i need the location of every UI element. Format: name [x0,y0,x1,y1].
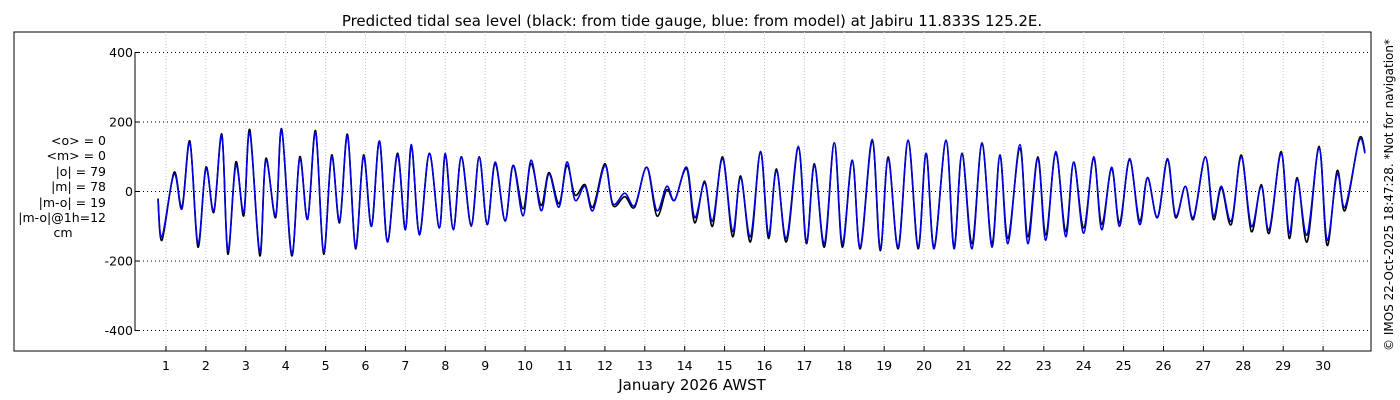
x-tick-label: 14 [677,358,693,373]
x-tick-label: 11 [557,358,573,373]
y-tick-label: 200 [109,115,133,130]
x-tick-label: 7 [401,358,409,373]
x-tick-label: 3 [242,358,250,373]
x-tick-label: 16 [757,358,773,373]
x-tick-label: 2 [202,358,210,373]
stat-abs-diff: |m-o| = 19 [38,194,106,210]
stat-abs-diff-1h: |m-o|@1h=12 [18,210,106,226]
chart-title: Predicted tidal sea level (black: from t… [342,12,1042,30]
stat-mean-observed: <o> = 0 [51,133,106,148]
y-tick-label: 0 [125,184,133,199]
stat-mean-model: <m> = 0 [46,148,107,164]
x-tick-label: 21 [956,358,972,373]
y-tick-label: 400 [109,45,133,60]
x-tick-label: 19 [876,358,892,373]
stat-abs-observed: |o| = 79 [55,163,106,179]
x-tick-label: 6 [362,358,370,373]
outer-plot-frame [13,31,1372,352]
y-tick-label: -200 [105,254,133,269]
series-layer [157,128,1366,257]
x-tick-label: 1 [162,358,170,373]
x-tick-label: 25 [1116,358,1132,373]
x-tick-label: 20 [916,358,932,373]
watermark: © IMOS 22-Oct-2025 18:47:28. *Not for na… [1382,39,1396,351]
x-tick-label: 10 [517,358,533,373]
x-axis-label: January 2026 AWST [617,376,766,394]
y-tick-label: -400 [105,323,133,338]
x-tick-label: 23 [1036,358,1052,373]
x-tick-label: 30 [1315,358,1331,373]
x-tick-label: 17 [796,358,812,373]
series-line-tide-gauge [157,128,1366,257]
x-tick-label: 8 [441,358,449,373]
x-tick-label: 29 [1275,358,1291,373]
x-tick-label: 13 [637,358,653,373]
x-tick-label: 27 [1195,358,1211,373]
x-tick-label: 28 [1235,358,1251,373]
x-tick-label: 5 [322,358,330,373]
stat-abs-model: |m| = 78 [51,179,106,195]
x-tick-label: 12 [597,358,613,373]
series-line-model [157,128,1366,255]
y-axis-ticks: 400 200 0 -200 -400 [105,45,140,338]
x-tick-label: 4 [282,358,290,373]
stat-unit: cm [53,225,73,241]
x-tick-label: 18 [836,358,852,373]
statistics-panel: <o> = 0 <m> = 0 |o| = 79 |m| = 78 |m-o| … [0,133,106,241]
x-tick-label: 9 [481,358,489,373]
x-tick-label: 24 [1076,358,1092,373]
x-tick-label: 26 [1156,358,1172,373]
x-tick-label: 15 [717,358,733,373]
x-axis-ticks: 1 2 3 4 5 6 7 8 9 10 11 12 13 14 15 16 17 18 19 20 21 22 23 24 2… [162,346,1331,373]
x-tick-label: 22 [996,358,1012,373]
